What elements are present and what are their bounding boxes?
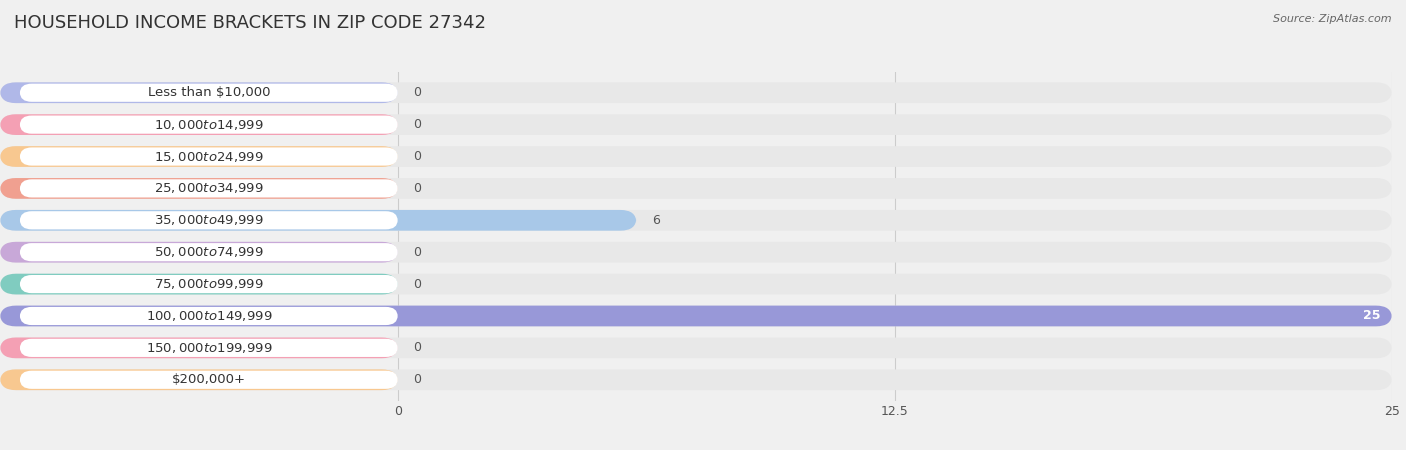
Text: 0: 0	[413, 278, 422, 291]
FancyBboxPatch shape	[0, 242, 1392, 262]
Text: 0: 0	[413, 342, 422, 355]
FancyBboxPatch shape	[0, 114, 1392, 135]
FancyBboxPatch shape	[20, 275, 398, 293]
FancyBboxPatch shape	[0, 274, 398, 294]
Text: $25,000 to $34,999: $25,000 to $34,999	[153, 181, 264, 195]
Text: $100,000 to $149,999: $100,000 to $149,999	[146, 309, 271, 323]
FancyBboxPatch shape	[20, 211, 398, 230]
Text: Source: ZipAtlas.com: Source: ZipAtlas.com	[1274, 14, 1392, 23]
FancyBboxPatch shape	[20, 84, 398, 102]
FancyBboxPatch shape	[0, 369, 1392, 390]
Text: 0: 0	[413, 118, 422, 131]
FancyBboxPatch shape	[0, 338, 1392, 358]
FancyBboxPatch shape	[20, 116, 398, 134]
FancyBboxPatch shape	[0, 114, 398, 135]
FancyBboxPatch shape	[20, 371, 398, 389]
Text: $150,000 to $199,999: $150,000 to $199,999	[146, 341, 271, 355]
FancyBboxPatch shape	[0, 274, 1392, 294]
FancyBboxPatch shape	[0, 82, 398, 103]
FancyBboxPatch shape	[0, 146, 398, 167]
FancyBboxPatch shape	[0, 210, 1392, 231]
Text: $15,000 to $24,999: $15,000 to $24,999	[153, 149, 264, 163]
Text: HOUSEHOLD INCOME BRACKETS IN ZIP CODE 27342: HOUSEHOLD INCOME BRACKETS IN ZIP CODE 27…	[14, 14, 486, 32]
Text: $200,000+: $200,000+	[172, 373, 246, 386]
Text: 0: 0	[413, 246, 422, 259]
FancyBboxPatch shape	[0, 82, 1392, 103]
Text: $35,000 to $49,999: $35,000 to $49,999	[153, 213, 264, 227]
Text: 6: 6	[652, 214, 659, 227]
FancyBboxPatch shape	[0, 178, 1392, 199]
FancyBboxPatch shape	[0, 242, 398, 262]
FancyBboxPatch shape	[0, 306, 1392, 326]
FancyBboxPatch shape	[20, 179, 398, 198]
Text: Less than $10,000: Less than $10,000	[148, 86, 270, 99]
Text: 25: 25	[1362, 310, 1381, 323]
FancyBboxPatch shape	[0, 306, 1392, 326]
Text: 0: 0	[413, 373, 422, 386]
FancyBboxPatch shape	[0, 178, 398, 199]
Text: 0: 0	[413, 182, 422, 195]
FancyBboxPatch shape	[0, 338, 398, 358]
FancyBboxPatch shape	[0, 146, 1392, 167]
Text: $10,000 to $14,999: $10,000 to $14,999	[153, 117, 264, 131]
Text: 0: 0	[413, 86, 422, 99]
FancyBboxPatch shape	[20, 307, 398, 325]
Text: $75,000 to $99,999: $75,000 to $99,999	[153, 277, 264, 291]
Text: 0: 0	[413, 150, 422, 163]
FancyBboxPatch shape	[0, 210, 637, 231]
FancyBboxPatch shape	[20, 148, 398, 166]
FancyBboxPatch shape	[0, 369, 398, 390]
Text: $50,000 to $74,999: $50,000 to $74,999	[153, 245, 264, 259]
FancyBboxPatch shape	[20, 339, 398, 357]
FancyBboxPatch shape	[20, 243, 398, 261]
